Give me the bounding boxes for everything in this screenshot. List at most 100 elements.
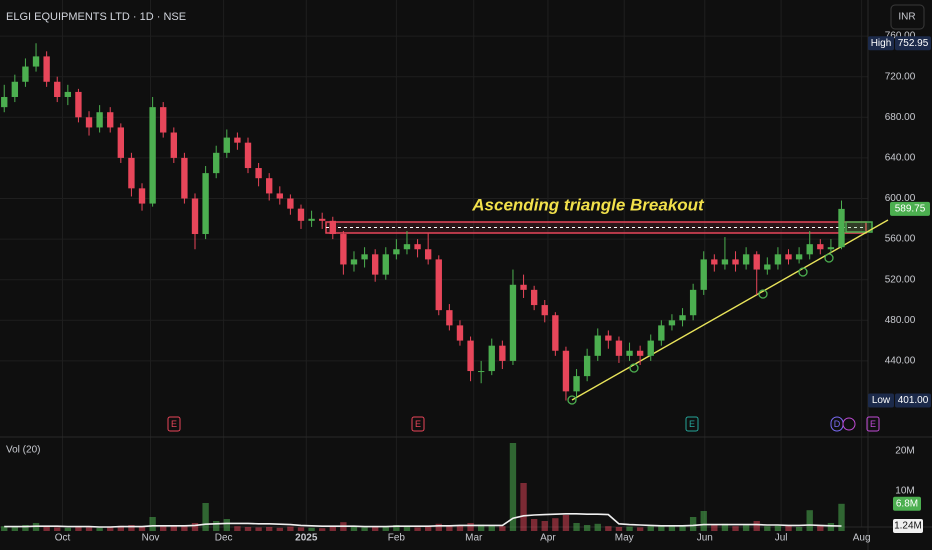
touch-circle [824,253,834,263]
volume-bar [54,527,61,531]
candle-body [541,305,548,316]
volume-ma-bg [893,519,923,534]
volume-bar [764,526,771,531]
touch-circles [567,253,834,405]
candle-body [446,310,453,326]
candle-body [255,168,262,179]
event-marker[interactable] [411,416,425,432]
last-price: 589.75 [895,204,926,215]
dividend-icon [842,417,856,431]
breakout-box [845,221,873,233]
volume-bar [75,526,82,531]
volume-bar [1,526,8,531]
candle-body [234,137,241,143]
candle-body [138,188,146,204]
low-value-bg [895,393,931,408]
volume-bar [213,521,220,531]
volume-bar [817,525,824,531]
low-value: 401.00 [898,395,929,406]
volume-last-label: 6.8M [896,498,918,509]
volume-bar [435,523,442,531]
touch-circle [758,289,768,299]
volume-bar [785,525,792,531]
currency-label[interactable]: INR [898,12,915,23]
volume-bar [160,525,167,531]
volume-bar [308,527,315,531]
x-tick-label: Oct [55,533,71,544]
candle-body [181,157,188,199]
volume-tick-label: 10M [895,486,914,497]
candle-body [191,198,199,235]
event-label[interactable]: E [415,419,421,429]
x-tick-label: Feb [388,533,406,544]
volume-bar [552,518,559,531]
high-value-bg [895,36,931,51]
volume-bar [11,527,19,531]
x-tick-label: Jun [697,533,713,544]
x-tick-label: 2025 [295,533,318,544]
volume-bar [393,525,400,531]
event-marker[interactable] [685,416,699,432]
axis-labels: 760.00 720.00 680.00 640.00 600.00 560.00 520.… [55,31,931,544]
volume-bar [838,503,845,531]
volume-bar [732,526,739,531]
event-label[interactable]: D [834,419,841,429]
grid [0,0,868,527]
volume-title: Vol (20) [6,445,40,456]
volume-bar [647,526,654,531]
volume-bar [361,527,368,531]
candle-body [467,340,474,372]
candle-body [202,173,209,235]
event-marker[interactable] [866,416,880,432]
volume-bar [202,503,209,531]
candle-body [499,345,506,361]
volume-bar [562,515,570,531]
candle-body [11,81,19,97]
candle-body [732,259,739,265]
volume-bar [255,527,262,531]
volume-bar [626,526,633,531]
candle-body [520,284,527,290]
candle-body [340,234,347,265]
event-label[interactable]: E [870,419,876,429]
volume-bar [276,527,283,531]
candle-body [85,117,93,128]
candle-body [1,96,8,108]
volume-bar [499,526,506,531]
candle-body [414,244,421,250]
volume-bar [594,523,601,531]
volume-bar [372,526,379,531]
x-tick-label: May [615,533,634,544]
volume-bar [138,526,146,531]
candles [1,43,845,401]
last-price-bg [890,201,930,216]
volume-bar [668,525,676,531]
candle-body [75,91,82,118]
volume-bar [806,510,813,531]
y-tick-label: 520.00 [885,274,916,285]
candle-body [679,315,686,321]
volume-bar [488,525,495,531]
volume-bar [456,525,464,531]
volume-bar [827,523,835,531]
currency-button[interactable] [890,4,925,30]
event-marker[interactable] [167,416,181,432]
candle-body [276,193,283,199]
candle-body [287,198,294,209]
volume-ma-label: 1.24M [894,521,922,532]
volume-bar [467,523,474,531]
candle-body [424,249,432,260]
volume-bar [382,527,389,531]
candle-body [605,335,612,341]
candle-body [244,142,252,169]
volume-bar [446,525,453,531]
candle-body [403,244,411,250]
event-label[interactable]: E [171,419,177,429]
volume-bar [509,443,517,531]
event-label[interactable]: E [689,419,695,429]
volume-bar [43,526,50,531]
volume-bar [605,526,612,531]
volume-bar [636,527,644,531]
volume-bar [181,525,188,531]
candle-body [54,81,61,97]
